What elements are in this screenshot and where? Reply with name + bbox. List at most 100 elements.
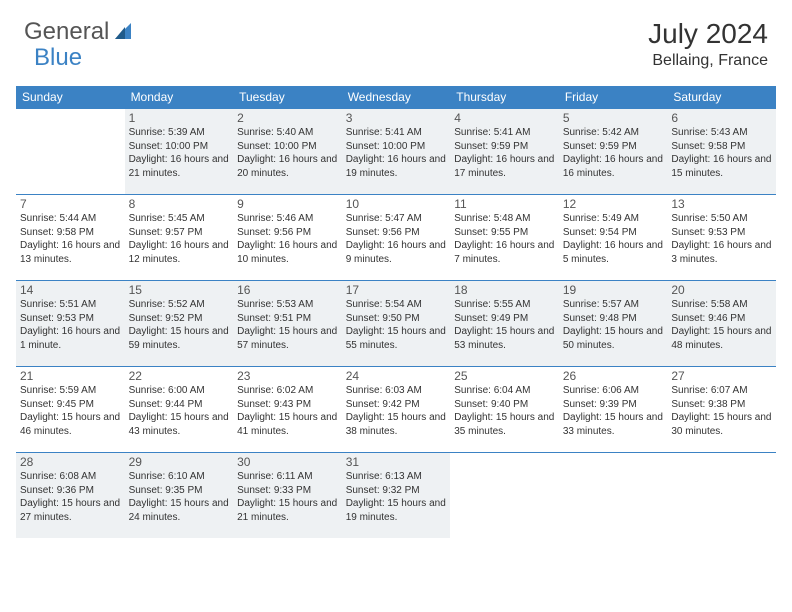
sunrise-line: Sunrise: 6:10 AM (129, 470, 230, 484)
day-number: 22 (129, 369, 230, 383)
daylight-line: Daylight: 15 hours and 55 minutes. (346, 325, 447, 352)
calendar-cell: 3Sunrise: 5:41 AMSunset: 10:00 PMDayligh… (342, 108, 451, 194)
calendar-cell: 1Sunrise: 5:39 AMSunset: 10:00 PMDayligh… (125, 108, 234, 194)
daylight-line: Daylight: 16 hours and 16 minutes. (563, 153, 664, 180)
sunset-line: Sunset: 9:51 PM (237, 312, 338, 326)
day-number: 20 (671, 283, 772, 297)
day-number: 17 (346, 283, 447, 297)
daylight-line: Daylight: 15 hours and 24 minutes. (129, 497, 230, 524)
day-number: 30 (237, 455, 338, 469)
logo-text-blue: Blue (34, 44, 82, 71)
sunset-line: Sunset: 10:00 PM (346, 140, 447, 154)
daylight-line: Daylight: 15 hours and 48 minutes. (671, 325, 772, 352)
sunset-line: Sunset: 9:44 PM (129, 398, 230, 412)
sunset-line: Sunset: 9:36 PM (20, 484, 121, 498)
day-number: 6 (671, 111, 772, 125)
day-number: 24 (346, 369, 447, 383)
weekday-header: Saturday (667, 86, 776, 108)
weekday-header: Wednesday (342, 86, 451, 108)
daylight-line: Daylight: 16 hours and 7 minutes. (454, 239, 555, 266)
sunrise-line: Sunrise: 5:39 AM (129, 126, 230, 140)
daylight-line: Daylight: 15 hours and 27 minutes. (20, 497, 121, 524)
sunset-line: Sunset: 9:54 PM (563, 226, 664, 240)
calendar-cell: 7Sunrise: 5:44 AMSunset: 9:58 PMDaylight… (16, 194, 125, 280)
sunset-line: Sunset: 9:42 PM (346, 398, 447, 412)
title-block: July 2024 Bellaing, France (648, 18, 768, 70)
calendar-cell: 8Sunrise: 5:45 AMSunset: 9:57 PMDaylight… (125, 194, 234, 280)
sunset-line: Sunset: 9:46 PM (671, 312, 772, 326)
sunset-line: Sunset: 9:49 PM (454, 312, 555, 326)
calendar-cell: 28Sunrise: 6:08 AMSunset: 9:36 PMDayligh… (16, 452, 125, 538)
calendar-cell: 22Sunrise: 6:00 AMSunset: 9:44 PMDayligh… (125, 366, 234, 452)
logo: General (24, 18, 135, 46)
sunset-line: Sunset: 9:59 PM (563, 140, 664, 154)
sunset-line: Sunset: 9:32 PM (346, 484, 447, 498)
calendar-cell: 17Sunrise: 5:54 AMSunset: 9:50 PMDayligh… (342, 280, 451, 366)
calendar-week-row: 28Sunrise: 6:08 AMSunset: 9:36 PMDayligh… (16, 452, 776, 538)
day-number: 19 (563, 283, 664, 297)
day-number: 26 (563, 369, 664, 383)
calendar-week-row: 7Sunrise: 5:44 AMSunset: 9:58 PMDaylight… (16, 194, 776, 280)
sunrise-line: Sunrise: 5:52 AM (129, 298, 230, 312)
sunrise-line: Sunrise: 5:49 AM (563, 212, 664, 226)
sunrise-line: Sunrise: 6:07 AM (671, 384, 772, 398)
daylight-line: Daylight: 16 hours and 3 minutes. (671, 239, 772, 266)
sunrise-line: Sunrise: 5:44 AM (20, 212, 121, 226)
page-title: July 2024 (648, 18, 768, 50)
daylight-line: Daylight: 16 hours and 1 minute. (20, 325, 121, 352)
calendar-cell: 9Sunrise: 5:46 AMSunset: 9:56 PMDaylight… (233, 194, 342, 280)
sunrise-line: Sunrise: 5:53 AM (237, 298, 338, 312)
calendar-cell (559, 452, 668, 538)
sunrise-line: Sunrise: 5:59 AM (20, 384, 121, 398)
daylight-line: Daylight: 16 hours and 19 minutes. (346, 153, 447, 180)
sunset-line: Sunset: 9:53 PM (671, 226, 772, 240)
sunset-line: Sunset: 9:38 PM (671, 398, 772, 412)
sunset-line: Sunset: 9:56 PM (346, 226, 447, 240)
sunset-line: Sunset: 9:39 PM (563, 398, 664, 412)
daylight-line: Daylight: 15 hours and 38 minutes. (346, 411, 447, 438)
day-number: 4 (454, 111, 555, 125)
calendar-cell (450, 452, 559, 538)
daylight-line: Daylight: 15 hours and 46 minutes. (20, 411, 121, 438)
calendar-head: SundayMondayTuesdayWednesdayThursdayFrid… (16, 86, 776, 108)
sunrise-line: Sunrise: 5:41 AM (454, 126, 555, 140)
calendar-cell: 20Sunrise: 5:58 AMSunset: 9:46 PMDayligh… (667, 280, 776, 366)
sunrise-line: Sunrise: 6:11 AM (237, 470, 338, 484)
calendar-cell: 13Sunrise: 5:50 AMSunset: 9:53 PMDayligh… (667, 194, 776, 280)
sunrise-line: Sunrise: 5:54 AM (346, 298, 447, 312)
sunrise-line: Sunrise: 6:02 AM (237, 384, 338, 398)
sunset-line: Sunset: 9:57 PM (129, 226, 230, 240)
daylight-line: Daylight: 15 hours and 19 minutes. (346, 497, 447, 524)
calendar-cell: 27Sunrise: 6:07 AMSunset: 9:38 PMDayligh… (667, 366, 776, 452)
day-number: 14 (20, 283, 121, 297)
daylight-line: Daylight: 15 hours and 33 minutes. (563, 411, 664, 438)
calendar-cell (667, 452, 776, 538)
calendar-cell: 26Sunrise: 6:06 AMSunset: 9:39 PMDayligh… (559, 366, 668, 452)
calendar-cell: 29Sunrise: 6:10 AMSunset: 9:35 PMDayligh… (125, 452, 234, 538)
calendar-cell: 5Sunrise: 5:42 AMSunset: 9:59 PMDaylight… (559, 108, 668, 194)
day-number: 10 (346, 197, 447, 211)
weekday-header: Sunday (16, 86, 125, 108)
logo-sail-icon (113, 21, 135, 46)
sunrise-line: Sunrise: 5:43 AM (671, 126, 772, 140)
header: General July 2024 Bellaing, France (0, 0, 792, 78)
sunset-line: Sunset: 9:58 PM (671, 140, 772, 154)
daylight-line: Daylight: 16 hours and 9 minutes. (346, 239, 447, 266)
calendar-cell: 24Sunrise: 6:03 AMSunset: 9:42 PMDayligh… (342, 366, 451, 452)
calendar-cell: 21Sunrise: 5:59 AMSunset: 9:45 PMDayligh… (16, 366, 125, 452)
day-number: 2 (237, 111, 338, 125)
day-number: 23 (237, 369, 338, 383)
day-number: 27 (671, 369, 772, 383)
day-number: 11 (454, 197, 555, 211)
daylight-line: Daylight: 15 hours and 57 minutes. (237, 325, 338, 352)
sunset-line: Sunset: 9:53 PM (20, 312, 121, 326)
sunrise-line: Sunrise: 5:57 AM (563, 298, 664, 312)
sunrise-line: Sunrise: 6:03 AM (346, 384, 447, 398)
calendar-week-row: 1Sunrise: 5:39 AMSunset: 10:00 PMDayligh… (16, 108, 776, 194)
calendar-cell: 11Sunrise: 5:48 AMSunset: 9:55 PMDayligh… (450, 194, 559, 280)
sunrise-line: Sunrise: 6:13 AM (346, 470, 447, 484)
calendar-week-row: 21Sunrise: 5:59 AMSunset: 9:45 PMDayligh… (16, 366, 776, 452)
day-number: 21 (20, 369, 121, 383)
day-number: 28 (20, 455, 121, 469)
weekday-header: Monday (125, 86, 234, 108)
